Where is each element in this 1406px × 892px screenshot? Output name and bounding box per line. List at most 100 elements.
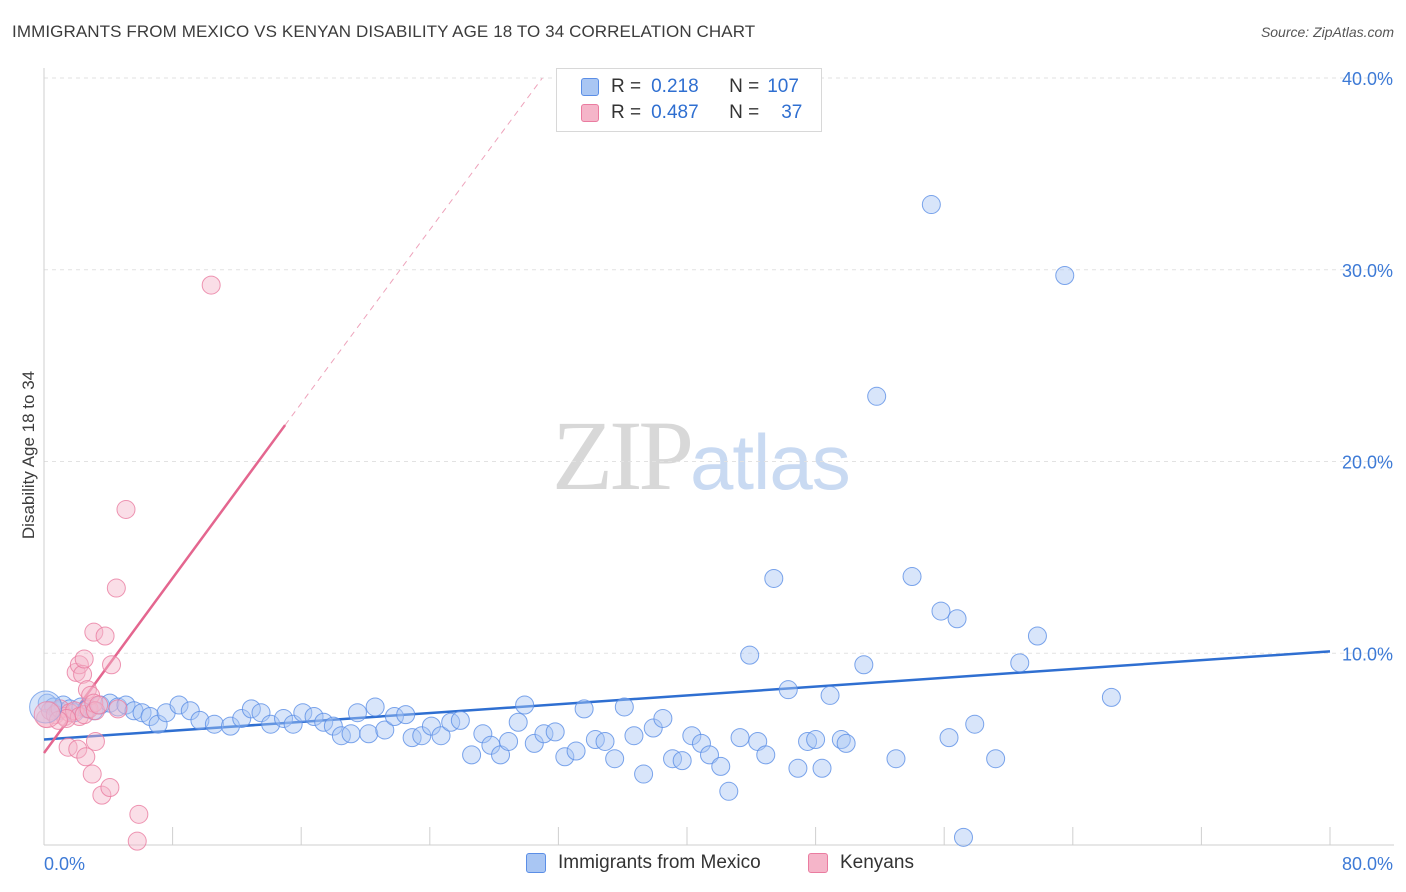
point-mexico (314, 712, 334, 732)
point-mexico (450, 710, 470, 730)
point-mexico (421, 716, 441, 736)
point-kenyans (106, 578, 126, 598)
legend-r-label: R = (611, 76, 642, 97)
point-mexico (806, 730, 826, 750)
point-mexico (232, 708, 252, 728)
point-mexico (508, 712, 528, 732)
legend-swatch-kenyans (581, 104, 599, 122)
point-mexico (574, 699, 594, 719)
point-kenyans (33, 701, 61, 729)
point-mexico (204, 714, 224, 734)
point-mexico (902, 567, 922, 587)
point-mexico (148, 714, 168, 734)
point-mexico (585, 730, 605, 750)
point-mexico (396, 705, 416, 725)
point-mexico (764, 568, 784, 588)
point-mexico (473, 724, 493, 744)
legend-n-label: N = (729, 76, 760, 97)
point-kenyans (127, 831, 147, 851)
watermark-zip: ZIP (552, 400, 694, 511)
point-mexico (947, 609, 967, 629)
point-kenyans (76, 747, 96, 767)
point-mexico (412, 726, 432, 746)
point-mexico (595, 731, 615, 751)
stats-legend: R = 0.218 N = 107 R = 0.487 N = 37 (556, 68, 822, 132)
point-mexico (836, 733, 856, 753)
point-mexico (462, 745, 482, 765)
point-mexico (986, 749, 1006, 769)
point-kenyans (102, 655, 122, 675)
point-mexico (812, 758, 832, 778)
point-mexico (921, 195, 941, 215)
point-mexico (241, 699, 261, 719)
point-mexico (441, 712, 461, 732)
point-kenyans (73, 664, 93, 684)
point-kenyans (58, 737, 78, 757)
point-kenyans (100, 777, 120, 797)
point-mexico (1010, 653, 1030, 673)
point-mexico (359, 724, 379, 744)
point-mexico (347, 703, 367, 723)
trend-line-mexico (43, 650, 1331, 741)
point-mexico (672, 751, 692, 771)
point-kenyans (92, 785, 112, 805)
point-mexico (854, 655, 874, 675)
point-mexico (341, 724, 361, 744)
point-kenyans (89, 695, 109, 715)
y-tick-label: 20.0% (1342, 453, 1393, 473)
legend-swatch-mexico (581, 78, 599, 96)
point-mexico (365, 697, 385, 717)
legend-n-value: 107 (767, 76, 799, 97)
point-mexico (719, 781, 739, 801)
point-mexico (820, 685, 840, 705)
bottom-legend-swatch-kenyans (808, 853, 828, 873)
point-kenyans (68, 739, 88, 759)
point-mexico (375, 720, 395, 740)
point-mexico (711, 756, 731, 776)
point-mexico (293, 703, 313, 723)
point-mexico (756, 745, 776, 765)
point-mexico (431, 726, 451, 746)
point-kenyans (84, 622, 104, 642)
bottom-legend-kenyans: Kenyans (808, 852, 914, 874)
y-tick-label: 40.0% (1342, 69, 1393, 89)
point-kenyans (85, 701, 105, 721)
legend-n-value: 37 (781, 102, 803, 123)
trend-lines (42, 77, 1331, 754)
point-mexico (965, 714, 985, 734)
point-mexico (261, 714, 281, 734)
point-mexico (180, 701, 200, 721)
grid-lines (44, 77, 1394, 654)
point-mexico (140, 707, 160, 727)
point-mexico (663, 749, 683, 769)
legend-row-kenyans: R = 0.487 N = 37 (581, 101, 802, 125)
point-mexico (886, 749, 906, 769)
y-axis-label: Disability Age 18 to 34 (19, 371, 38, 539)
point-mexico (331, 726, 351, 746)
point-mexico (624, 726, 644, 746)
point-mexico (740, 645, 760, 665)
point-kenyans (116, 499, 136, 519)
point-mexico (778, 680, 798, 700)
point-mexico (1027, 626, 1047, 646)
point-mexico (867, 386, 887, 406)
y-tick-label: 30.0% (1342, 261, 1393, 281)
point-mexico (323, 716, 343, 736)
point-mexico (190, 710, 210, 730)
legend-n-label: N = (729, 102, 760, 123)
bottom-legend-label-mexico: Immigrants from Mexico (558, 852, 761, 873)
point-mexico (545, 722, 565, 742)
point-mexico (939, 728, 959, 748)
point-kenyans (82, 764, 102, 784)
point-kenyans (74, 649, 94, 669)
point-mexico (634, 764, 654, 784)
point-mexico (953, 827, 973, 847)
point-mexico (730, 728, 750, 748)
bottom-legend-swatch-mexico (526, 853, 546, 873)
point-mexico (304, 707, 324, 727)
bottom-legend-label-kenyans: Kenyans (840, 852, 914, 873)
point-kenyans (95, 626, 115, 646)
point-mexico (515, 695, 535, 715)
point-mexico (691, 733, 711, 753)
